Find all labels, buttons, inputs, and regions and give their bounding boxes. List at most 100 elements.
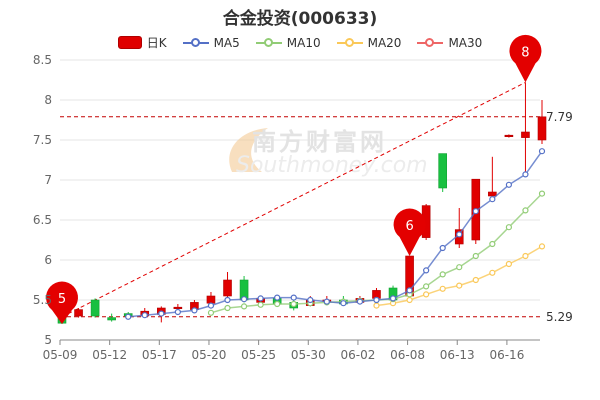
ma20-point [406, 296, 413, 304]
watermark-logo [229, 128, 268, 172]
candle-body [521, 131, 530, 138]
legend-ma10-swatch [255, 36, 282, 50]
ma5-point [141, 312, 148, 319]
high-price-label: 7.79 [546, 110, 573, 124]
chart-title: 合金投资(000633) [222, 9, 378, 29]
ma5-point [538, 148, 546, 155]
ma5-point [125, 313, 132, 320]
x-tick-label: 05-17 [142, 348, 177, 362]
legend-ma20-label: MA20 [367, 35, 402, 50]
legend-kline-swatch [117, 36, 142, 49]
legend-kline-label: 日K [146, 36, 167, 50]
legend-ma5-label: MA5 [213, 35, 240, 50]
y-tick-label: 8.5 [33, 53, 52, 67]
legend-item-ma10[interactable]: MA10 [255, 35, 321, 50]
ma20-point [456, 282, 463, 289]
ma10-point [207, 309, 215, 316]
marker-label: 5 [58, 292, 66, 307]
ma5-point [174, 308, 181, 316]
y-tick-label: 7 [44, 173, 52, 187]
ma20-point [489, 269, 496, 276]
ma5-point [439, 244, 446, 252]
x-tick-label: 05-09 [43, 348, 78, 362]
ma5-point [224, 296, 231, 304]
watermark-en: Southmoney.com [236, 153, 428, 178]
watermark-cn: 南方财富网 [252, 128, 387, 156]
ma10-point [224, 304, 231, 312]
ma5-point [472, 208, 479, 215]
ma5-point [489, 196, 496, 203]
ma5-point [356, 298, 364, 305]
candle [504, 134, 514, 138]
ma5-point [290, 294, 297, 301]
ma5-point [456, 231, 463, 238]
ma5-point [191, 307, 198, 314]
marker-shape [509, 34, 542, 83]
candle-body [488, 191, 497, 197]
legend-item-ma30[interactable]: MA30 [417, 36, 482, 50]
candle [438, 153, 447, 192]
legend-ma10-label: MA10 [286, 35, 321, 50]
x-tick-label: 05-20 [192, 348, 227, 362]
legend-item-ma5[interactable]: MA5 [182, 35, 240, 50]
marker-label: 6 [405, 219, 413, 234]
y-tick-label: 8 [44, 93, 52, 107]
ma10-point [423, 283, 430, 290]
ma20-point [522, 252, 529, 260]
ma5-point [240, 296, 248, 303]
candle [223, 272, 232, 300]
candle [90, 298, 100, 318]
marker-pin: 8 [509, 34, 542, 83]
candle [537, 100, 547, 144]
ma5-point [389, 295, 397, 302]
legend-ma20-swatch [336, 36, 363, 50]
candle-body [223, 279, 232, 297]
x-tick-label: 05-25 [241, 348, 276, 362]
legend-item-ma20[interactable]: MA20 [336, 35, 402, 50]
candle [488, 156, 497, 197]
candle-body [90, 299, 100, 317]
marker-label: 8 [521, 45, 529, 60]
ma20-point [439, 285, 446, 292]
x-tick-label: 06-16 [489, 348, 524, 362]
candle-body [107, 317, 116, 321]
ma10-point [290, 300, 297, 308]
candle [74, 308, 83, 318]
x-tick-label: 06-02 [340, 348, 375, 362]
trend-line [61, 81, 526, 318]
ma10-point [472, 252, 479, 260]
legend-ma30-swatch [417, 36, 444, 50]
ma5-point [373, 296, 380, 304]
ma10-point [505, 224, 512, 231]
candle-body [504, 134, 514, 137]
x-tick-label: 06-08 [390, 348, 425, 362]
ma10-point [257, 301, 264, 308]
ma5-point [307, 296, 314, 304]
candle [521, 82, 530, 174]
ma10-point [439, 271, 446, 278]
y-tick-label: 5.5 [33, 293, 52, 307]
legend-ma30-label: MA30 [448, 35, 483, 50]
ma5-point [340, 300, 347, 307]
x-tick-label: 05-12 [92, 348, 127, 362]
chart-legend: 日K MA5 MA10 MA20 MA30 [0, 34, 600, 51]
ma20-point [373, 302, 380, 309]
ma5-point [158, 310, 165, 317]
y-tick-label: 5 [44, 333, 52, 347]
candle [454, 208, 464, 248]
ma10-point [274, 300, 281, 308]
y-tick-label: 6 [44, 253, 52, 267]
candle-body [537, 116, 547, 141]
ma10-point [538, 190, 546, 197]
legend-item-kline[interactable]: 日K [117, 34, 167, 51]
marker-pin: 6 [393, 208, 426, 256]
ma5-point [257, 295, 264, 302]
candle-body [74, 309, 83, 317]
ma10-point [489, 240, 496, 248]
ma5-point [323, 298, 330, 305]
ma20-point [472, 276, 479, 284]
ma5-point [406, 287, 413, 294]
ma10-point [522, 207, 529, 214]
candle-body [438, 153, 447, 189]
